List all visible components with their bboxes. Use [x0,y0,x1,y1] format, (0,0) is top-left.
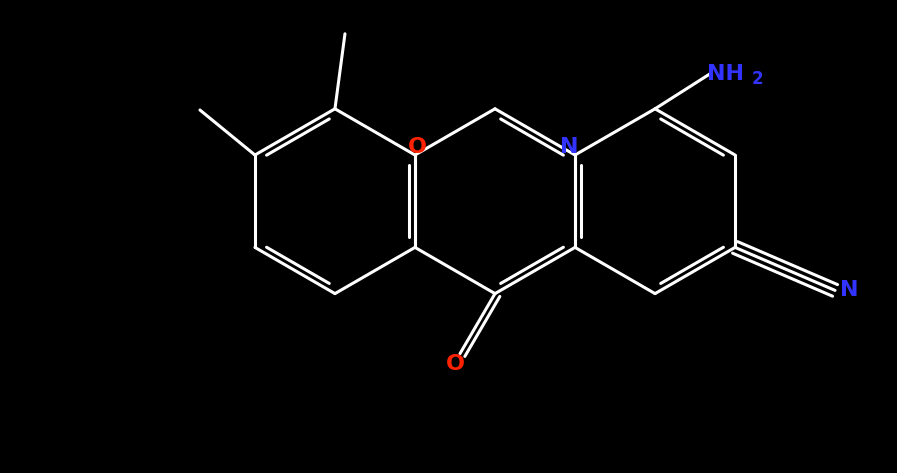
Text: N: N [560,137,579,157]
Text: O: O [446,354,465,374]
Text: O: O [407,137,426,157]
Text: 2: 2 [751,70,762,88]
Text: NH: NH [707,64,744,84]
Text: N: N [840,280,858,300]
